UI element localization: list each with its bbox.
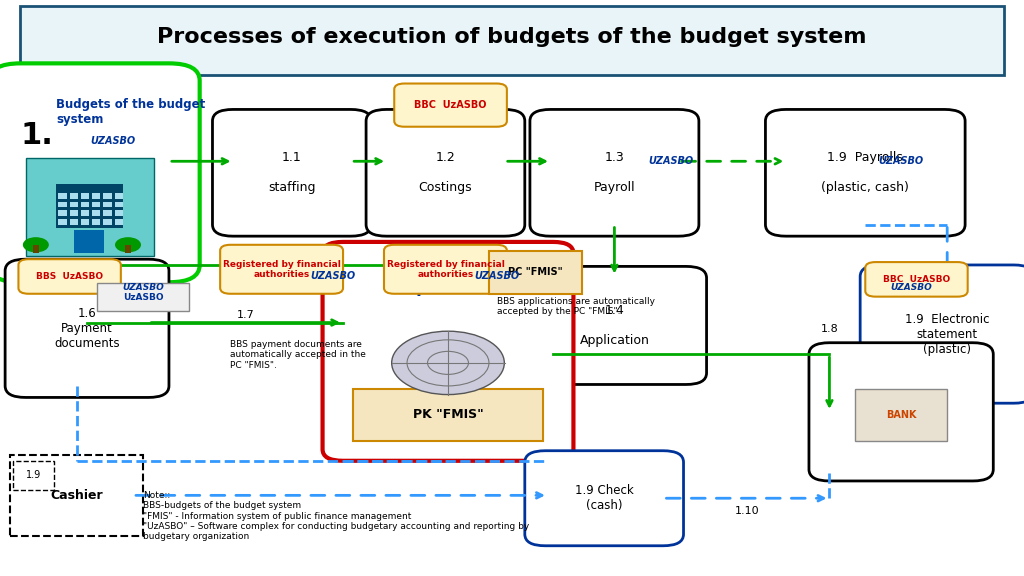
Circle shape: [24, 238, 48, 252]
Circle shape: [116, 238, 140, 252]
Bar: [115, 202, 123, 207]
FancyBboxPatch shape: [522, 267, 707, 385]
Text: 1.9  Electronic
statement
(plastic): 1.9 Electronic statement (plastic): [905, 313, 989, 355]
Bar: [33, 245, 39, 253]
Text: 1.5: 1.5: [466, 249, 483, 259]
Text: BBC  UzASBO: BBC UzASBO: [883, 275, 950, 284]
FancyBboxPatch shape: [323, 242, 573, 461]
Text: 1.6
Payment
documents: 1.6 Payment documents: [54, 307, 120, 350]
Bar: [92, 202, 100, 207]
Bar: [103, 193, 112, 199]
Bar: [58, 202, 67, 207]
Bar: [103, 219, 112, 225]
Bar: [92, 193, 100, 199]
Bar: [58, 219, 67, 225]
Bar: [81, 219, 89, 225]
FancyBboxPatch shape: [394, 84, 507, 127]
Circle shape: [391, 331, 504, 395]
Bar: [115, 210, 123, 216]
Text: BBS applications are automatically
accepted by the PC "FMIS".: BBS applications are automatically accep…: [497, 297, 654, 316]
Text: Bank: Bank: [882, 405, 921, 419]
Text: UZASBO: UZASBO: [648, 156, 693, 166]
Bar: [81, 202, 89, 207]
FancyBboxPatch shape: [809, 343, 993, 481]
Bar: [81, 193, 89, 199]
Text: PK "FMIS": PK "FMIS": [413, 408, 483, 421]
Text: BANK: BANK: [886, 410, 916, 420]
Bar: [92, 210, 100, 216]
Text: BBS  UzASBO: BBS UzASBO: [36, 272, 103, 281]
FancyBboxPatch shape: [10, 455, 143, 536]
FancyBboxPatch shape: [367, 109, 524, 236]
FancyBboxPatch shape: [855, 389, 947, 441]
FancyBboxPatch shape: [524, 450, 684, 546]
Text: 1.: 1.: [20, 121, 53, 150]
Text: Registered by financial
authorities: Registered by financial authorities: [386, 260, 505, 279]
Text: Note::
BBS-budgets of the budget system
"FMIS" - Information system of public fi: Note:: BBS-budgets of the budget system …: [143, 491, 529, 541]
FancyBboxPatch shape: [220, 245, 343, 294]
Text: 1.9  Payrolls

(plastic, cash): 1.9 Payrolls (plastic, cash): [821, 151, 909, 194]
Bar: [115, 219, 123, 225]
FancyBboxPatch shape: [530, 109, 698, 236]
Bar: [103, 202, 112, 207]
FancyBboxPatch shape: [5, 259, 169, 397]
Text: 1.8: 1.8: [820, 324, 839, 334]
Text: UZASBO: UZASBO: [123, 283, 164, 293]
Bar: [125, 245, 131, 253]
Text: 1.3

Payroll: 1.3 Payroll: [594, 151, 635, 194]
Text: BBC  UzASBO: BBC UzASBO: [415, 100, 486, 110]
FancyBboxPatch shape: [0, 63, 200, 282]
FancyBboxPatch shape: [865, 262, 968, 297]
Bar: [70, 202, 78, 207]
Bar: [56, 184, 123, 228]
FancyBboxPatch shape: [213, 109, 371, 236]
Bar: [92, 219, 100, 225]
FancyBboxPatch shape: [860, 265, 1024, 403]
Text: UzASBO: UzASBO: [123, 293, 164, 302]
Text: 1.1

staffing: 1.1 staffing: [268, 151, 315, 194]
Text: UZASBO: UZASBO: [474, 271, 519, 282]
Text: BBS payment documents are
automatically accepted in the
PC "FMIS".: BBS payment documents are automatically …: [230, 340, 367, 370]
Text: Cashier: Cashier: [50, 489, 103, 502]
Text: 1.4

Application: 1.4 Application: [580, 304, 649, 347]
Text: 1.7: 1.7: [237, 310, 255, 320]
Text: PC "FMIS": PC "FMIS": [508, 267, 563, 277]
Text: Treasury
Department: Treasury Department: [391, 257, 505, 296]
Text: UZASBO: UZASBO: [90, 136, 135, 146]
Text: UZASBO: UZASBO: [891, 283, 932, 293]
FancyBboxPatch shape: [20, 6, 1004, 75]
Text: 1.9: 1.9: [27, 470, 41, 480]
Bar: [70, 219, 78, 225]
FancyBboxPatch shape: [26, 158, 154, 256]
FancyBboxPatch shape: [97, 283, 189, 311]
Bar: [70, 193, 78, 199]
Bar: [58, 210, 67, 216]
FancyBboxPatch shape: [13, 461, 54, 490]
FancyBboxPatch shape: [353, 389, 543, 441]
Bar: [103, 210, 112, 216]
Bar: [74, 230, 104, 253]
Text: Registered by financial
authorities: Registered by financial authorities: [222, 260, 341, 279]
Bar: [58, 193, 67, 199]
Text: Budgets of the budget
system: Budgets of the budget system: [56, 98, 206, 126]
Text: 1.10: 1.10: [735, 506, 760, 516]
Text: UZASBO: UZASBO: [879, 156, 924, 166]
FancyBboxPatch shape: [765, 109, 965, 236]
Text: UZASBO: UZASBO: [310, 271, 355, 282]
Bar: [70, 210, 78, 216]
Text: 1.9 Check
(cash): 1.9 Check (cash): [574, 484, 634, 512]
FancyBboxPatch shape: [384, 245, 507, 294]
Bar: [115, 193, 123, 199]
FancyBboxPatch shape: [489, 251, 582, 294]
FancyBboxPatch shape: [18, 259, 121, 294]
Text: 1.2

Costings: 1.2 Costings: [419, 151, 472, 194]
Bar: [81, 210, 89, 216]
Text: Processes of execution of budgets of the budget system: Processes of execution of budgets of the…: [158, 28, 866, 47]
